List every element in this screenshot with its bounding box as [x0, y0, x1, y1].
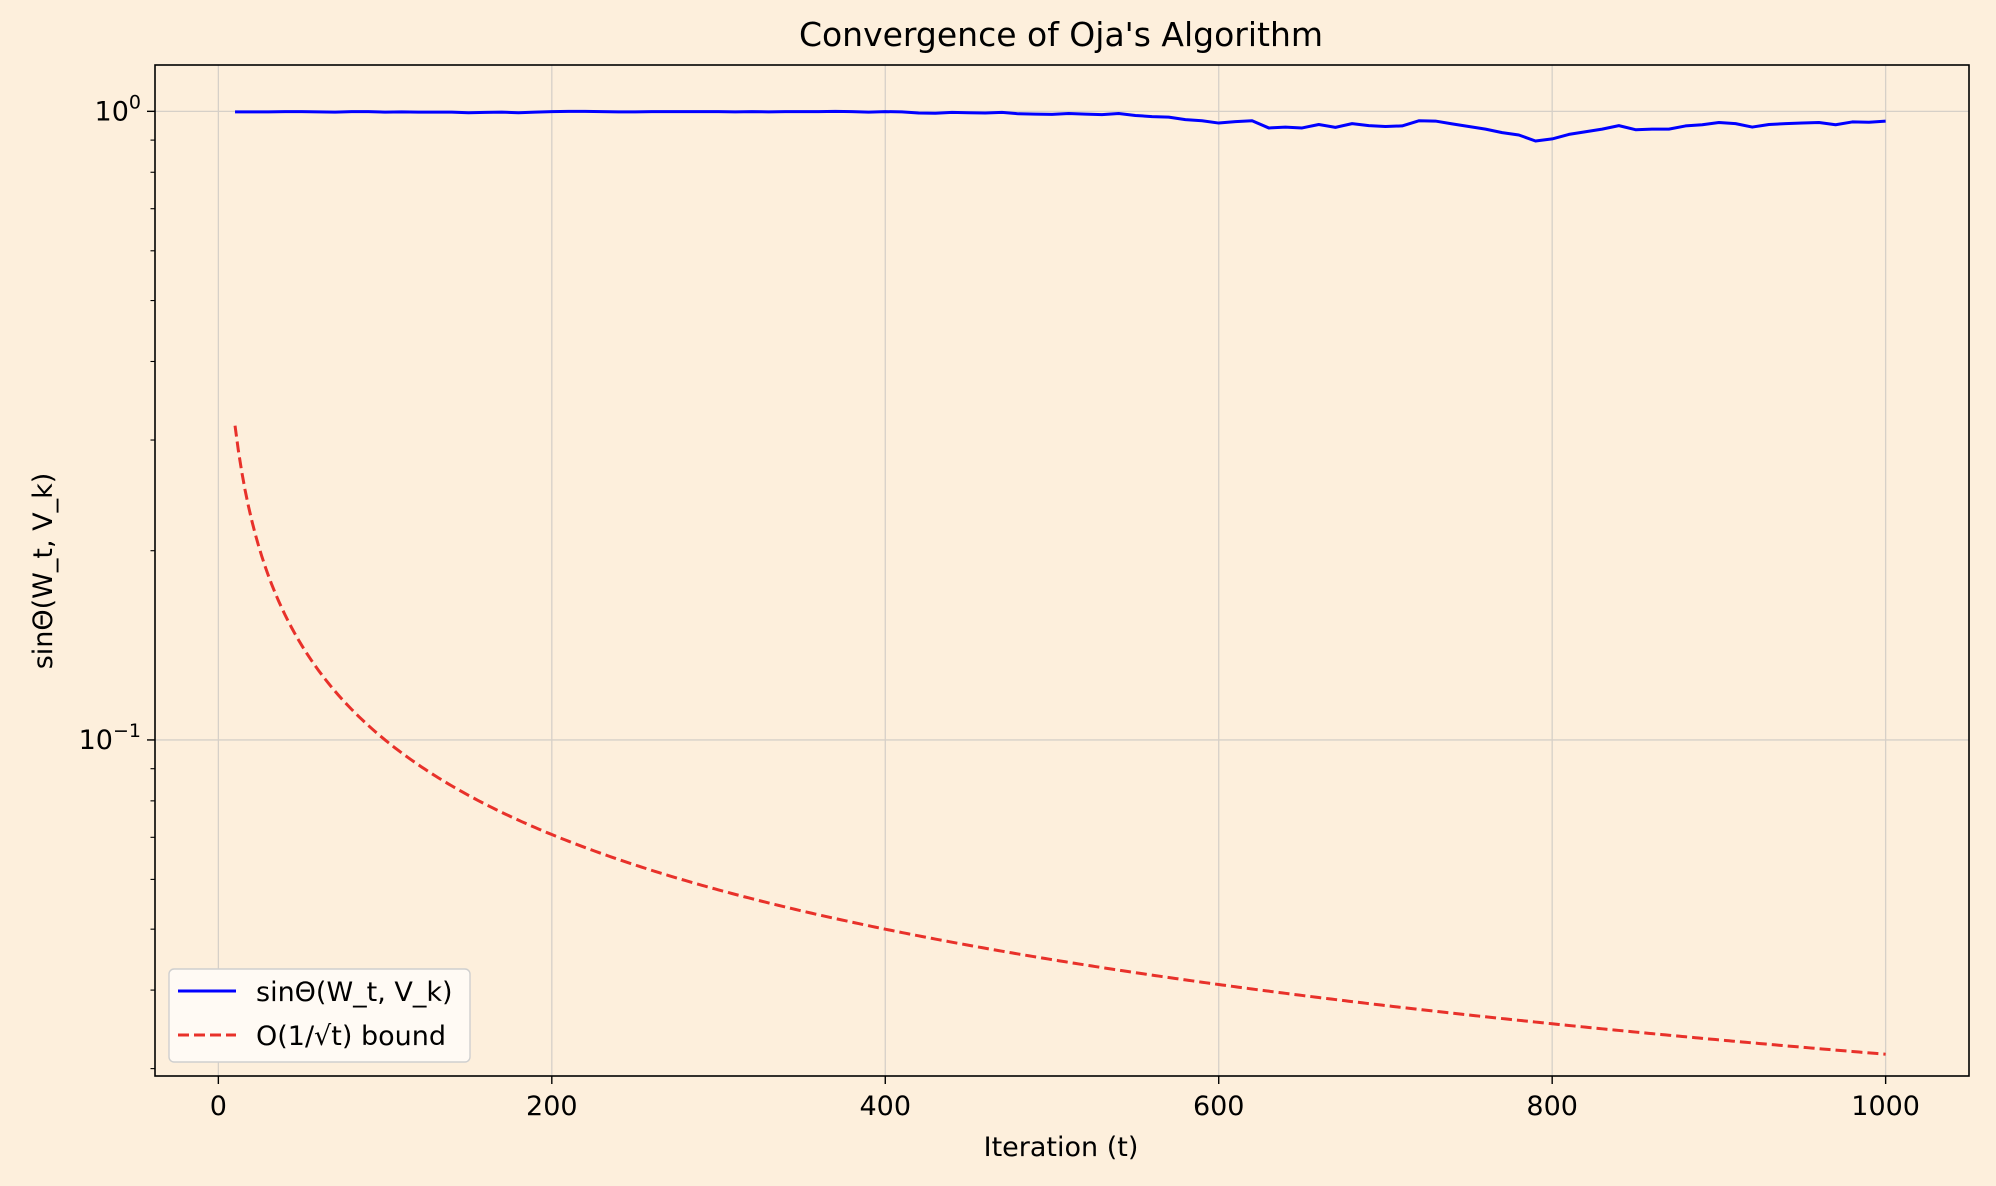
x-axis: 0 200 400 600 800 1000 [210, 1076, 1920, 1122]
series-line-bound [233, 425, 1886, 1056]
x-tick-label: 1000 [1851, 1091, 1920, 1122]
plot-area-background [155, 65, 1969, 1076]
x-tick-label: 200 [526, 1091, 578, 1122]
x-tick-label: 0 [210, 1091, 227, 1122]
x-tick-label: 600 [1193, 1091, 1245, 1122]
plot-frame [154, 64, 1970, 1077]
y-axis-title: sinΘ(W_t, V_k) [28, 473, 59, 670]
x-tick-label: 400 [859, 1091, 911, 1122]
y-axis: 100 10−1 [79, 91, 155, 1070]
x-axis-title: Iteration (t) [984, 1132, 1139, 1163]
series-layer [233, 109, 1886, 1056]
x-tick-label: 800 [1526, 1091, 1578, 1122]
series-line-sintheta [235, 109, 1886, 143]
legend-box [168, 968, 471, 1063]
legend-label-sintheta: sinΘ(W_t, V_k) [256, 977, 453, 1008]
y-tick-label: 10−1 [79, 720, 141, 756]
legend-label-bound: O(1/√t) bound [256, 1021, 446, 1052]
y-tick-label: 100 [95, 91, 141, 127]
legend: sinΘ(W_t, V_k) O(1/√t) bound [168, 968, 471, 1063]
chart-title: Convergence of Oja's Algorithm [799, 15, 1323, 54]
grid [155, 65, 1969, 1076]
